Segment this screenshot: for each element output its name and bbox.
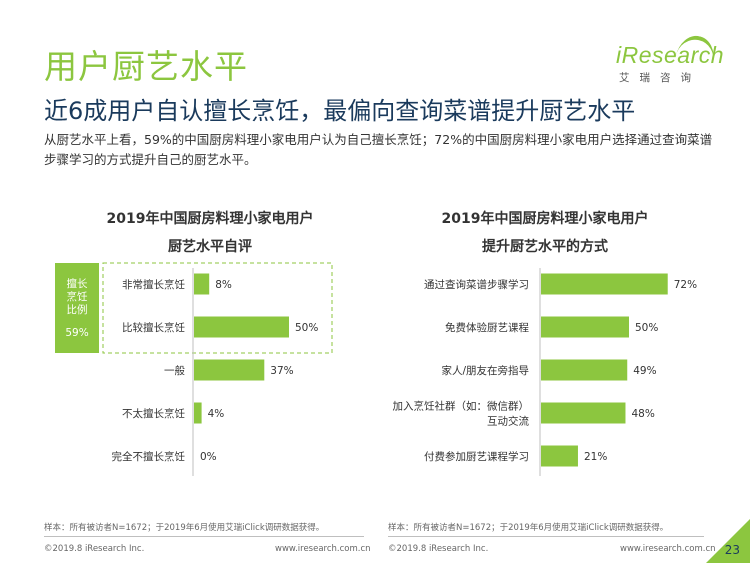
chart1-annotation-label: 烹饪 bbox=[67, 290, 88, 303]
page-number: 23 bbox=[724, 543, 740, 557]
logo-wordmark: iResearch bbox=[616, 42, 725, 68]
chart2-bar bbox=[541, 445, 578, 467]
chart2-value-label: 48% bbox=[631, 408, 654, 420]
chart1-category-label: 完全不擅长烹饪 bbox=[112, 450, 186, 463]
chart1-bar bbox=[194, 316, 289, 338]
footer-divider-right bbox=[388, 536, 704, 537]
chart1-category-label: 非常擅长烹饪 bbox=[122, 278, 185, 291]
chart2-bar bbox=[541, 316, 629, 338]
url-left: www.iresearch.com.cn bbox=[275, 544, 371, 554]
chart1-title-line2: 厨艺水平自评 bbox=[168, 239, 252, 255]
chart2-value-label: 72% bbox=[674, 279, 697, 291]
chart1-annotation-value: 59% bbox=[65, 327, 88, 339]
corner-accent bbox=[706, 519, 750, 563]
page-title: 用户厨艺水平 bbox=[44, 47, 248, 86]
chart1-value-label: 4% bbox=[208, 408, 225, 420]
chart2-category-label: 家人/朋友在旁指导 bbox=[441, 364, 529, 377]
chart1-category-label: 不太擅长烹饪 bbox=[122, 407, 185, 420]
summary-text: 从厨艺水平上看，59%的中国厨房料理小家电用户认为自己擅长烹饪；72%的中国厨房… bbox=[44, 132, 713, 167]
chart1-annotation-label: 擅长 bbox=[67, 277, 88, 290]
chart2-bar bbox=[541, 402, 626, 424]
copyright-left: ©2019.8 iResearch Inc. bbox=[44, 544, 145, 554]
chart2-value-label: 50% bbox=[635, 322, 658, 334]
chart2-value-label: 49% bbox=[633, 365, 656, 377]
chart2-category-label: 通过查询菜谱步骤学习 bbox=[424, 278, 529, 291]
chart1-annotation-label: 比例 bbox=[67, 303, 88, 316]
footer-divider-left bbox=[44, 536, 364, 537]
iresearch-logo: iResearch 艾瑞咨询 bbox=[616, 32, 724, 84]
chart2-category-label: 互动交流 bbox=[487, 415, 529, 428]
footnote-right: 样本：所有被访者N=1672；于2019年6月使用艾瑞iClick调研数据获得。 bbox=[388, 523, 669, 533]
chart2-category-label: 加入烹饪社群（如：微信群） bbox=[393, 400, 530, 413]
chart1-value-label: 0% bbox=[200, 451, 217, 463]
chart1-category-label: 一般 bbox=[164, 364, 185, 377]
chart2-category-label: 免费体验厨艺课程 bbox=[445, 321, 529, 334]
chart1-highlight-box bbox=[102, 262, 333, 354]
chart1-value-label: 50% bbox=[295, 322, 318, 334]
chart1-value-label: 37% bbox=[270, 365, 293, 377]
chart1-bar bbox=[194, 273, 210, 295]
chart1-category-label: 比较擅长烹饪 bbox=[122, 321, 185, 334]
chart1-title-line1: 2019年中国厨房料理小家电用户 bbox=[106, 211, 314, 227]
chart2-value-label: 21% bbox=[584, 451, 607, 463]
footnote-left: 样本：所有被访者N=1672；于2019年6月使用艾瑞iClick调研数据获得。 bbox=[44, 523, 325, 533]
logo-chinese: 艾瑞咨询 bbox=[619, 72, 701, 84]
chart2-bar bbox=[541, 359, 628, 381]
copyright-right: ©2019.8 iResearch Inc. bbox=[388, 544, 489, 554]
chart2-title-line2: 提升厨艺水平的方式 bbox=[482, 239, 608, 255]
url-right: www.iresearch.com.cn bbox=[620, 544, 716, 554]
chart1-bar bbox=[194, 359, 265, 381]
chart2-category-label: 付费参加厨艺课程学习 bbox=[424, 450, 529, 463]
chart1-title: 2019年中国厨房料理小家电用户 厨艺水平自评 bbox=[60, 205, 360, 261]
chart1-annotation-box bbox=[55, 263, 99, 353]
chart2-title: 2019年中国厨房料理小家电用户 提升厨艺水平的方式 bbox=[395, 205, 695, 261]
chart1-value-label: 8% bbox=[215, 279, 232, 291]
page-subtitle: 近6成用户自认擅长烹饪，最偏向查询菜谱提升厨艺水平 bbox=[44, 97, 636, 125]
chart2-title-line1: 2019年中国厨房料理小家电用户 bbox=[441, 211, 649, 227]
chart1-bar bbox=[194, 402, 202, 424]
chart2-bar bbox=[541, 273, 668, 295]
